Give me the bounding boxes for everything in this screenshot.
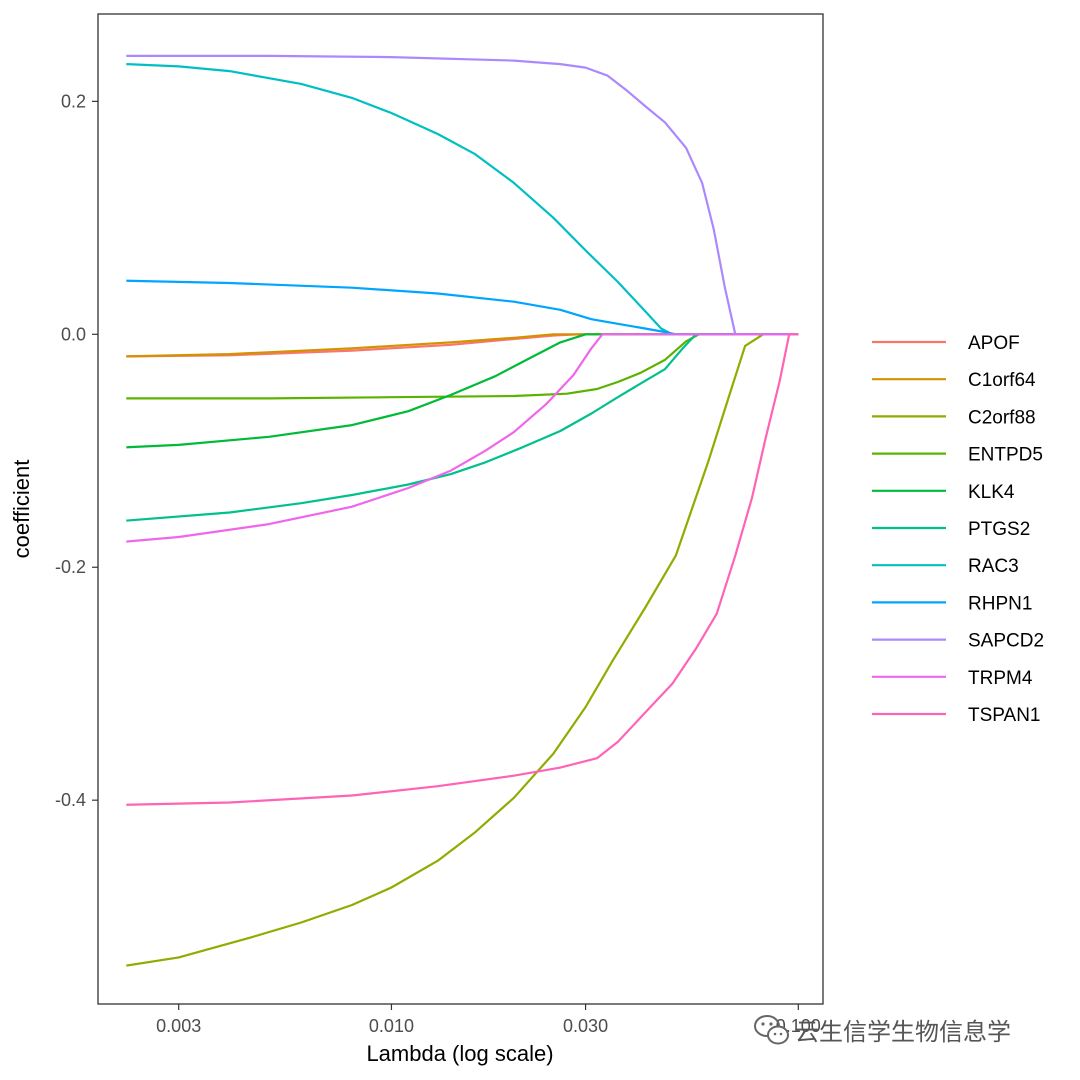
series-line-c1orf64: [126, 333, 799, 358]
watermark-text: 云生信学生物信息学: [795, 1018, 1011, 1046]
legend-label-rhpn1: RHPN1: [968, 593, 1032, 614]
legend-label-c2orf88: C2orf88: [968, 407, 1036, 428]
series-line-ptgs2: [126, 333, 799, 522]
series-line-c2orf88: [126, 333, 799, 967]
legend-label-entpd5: ENTPD5: [968, 445, 1043, 466]
y-axis-title: coefficient: [9, 460, 34, 559]
plot-panel: [97, 13, 824, 1005]
legend-label-trpm4: TRPM4: [968, 668, 1033, 689]
y-axis: 0.2 0.0 -0.2 -0.4: [55, 91, 98, 810]
x-tick-label: 0.010: [369, 1016, 414, 1036]
series-line-entpd5: [126, 333, 799, 400]
legend-label-klk4: KLK4: [968, 482, 1015, 503]
legend-label-c1orf64: C1orf64: [968, 370, 1036, 391]
legend-label-rac3: RAC3: [968, 556, 1019, 577]
y-tick-label: -0.4: [55, 790, 86, 810]
series-layer: [126, 54, 799, 967]
x-tick-label: 0.003: [156, 1016, 201, 1036]
series-line-trpm4: [126, 333, 799, 543]
y-tick-label: 0.0: [61, 324, 86, 344]
wechat-icon: [754, 1015, 789, 1045]
x-tick-label: 0.030: [563, 1016, 608, 1036]
series-line-tspan1: [126, 333, 799, 806]
series-line-klk4: [126, 333, 799, 449]
watermark: 云生信学生物信息学: [754, 1015, 1011, 1046]
x-axis: 0.003 0.010 0.030 0.100: [156, 1004, 821, 1036]
y-tick-label: -0.2: [55, 557, 86, 577]
legend-label-tspan1: TSPAN1: [968, 705, 1041, 726]
series-line-rhpn1: [126, 279, 799, 336]
legend-label-sapcd2: SAPCD2: [968, 631, 1044, 652]
y-tick-label: 0.2: [61, 91, 86, 111]
series-line-rac3: [126, 63, 799, 336]
legend-label-ptgs2: PTGS2: [968, 519, 1030, 540]
legend-label-apof: APOF: [968, 333, 1020, 354]
series-line-sapcd2: [126, 54, 799, 336]
legend: APOF C1orf64 C2orf88 ENTPD5 KLK4 PTGS2 RAC3 RHP…: [872, 333, 1044, 726]
x-axis-title: Lambda (log scale): [366, 1041, 553, 1066]
